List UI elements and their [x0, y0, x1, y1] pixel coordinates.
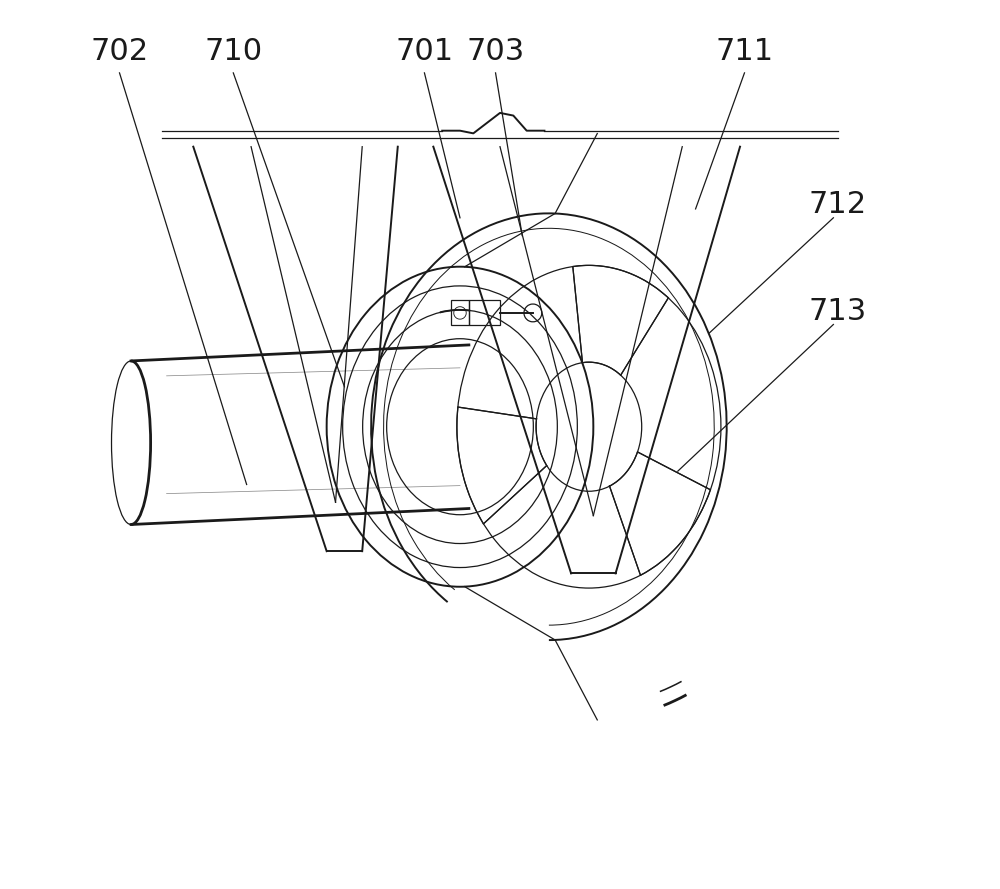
Text: 710: 710 — [204, 37, 262, 66]
Text: 701: 701 — [395, 37, 453, 66]
Text: 703: 703 — [466, 37, 525, 66]
Text: 711: 711 — [715, 37, 774, 66]
Text: 713: 713 — [809, 297, 867, 325]
Text: 702: 702 — [90, 37, 149, 66]
Text: 712: 712 — [809, 190, 867, 219]
